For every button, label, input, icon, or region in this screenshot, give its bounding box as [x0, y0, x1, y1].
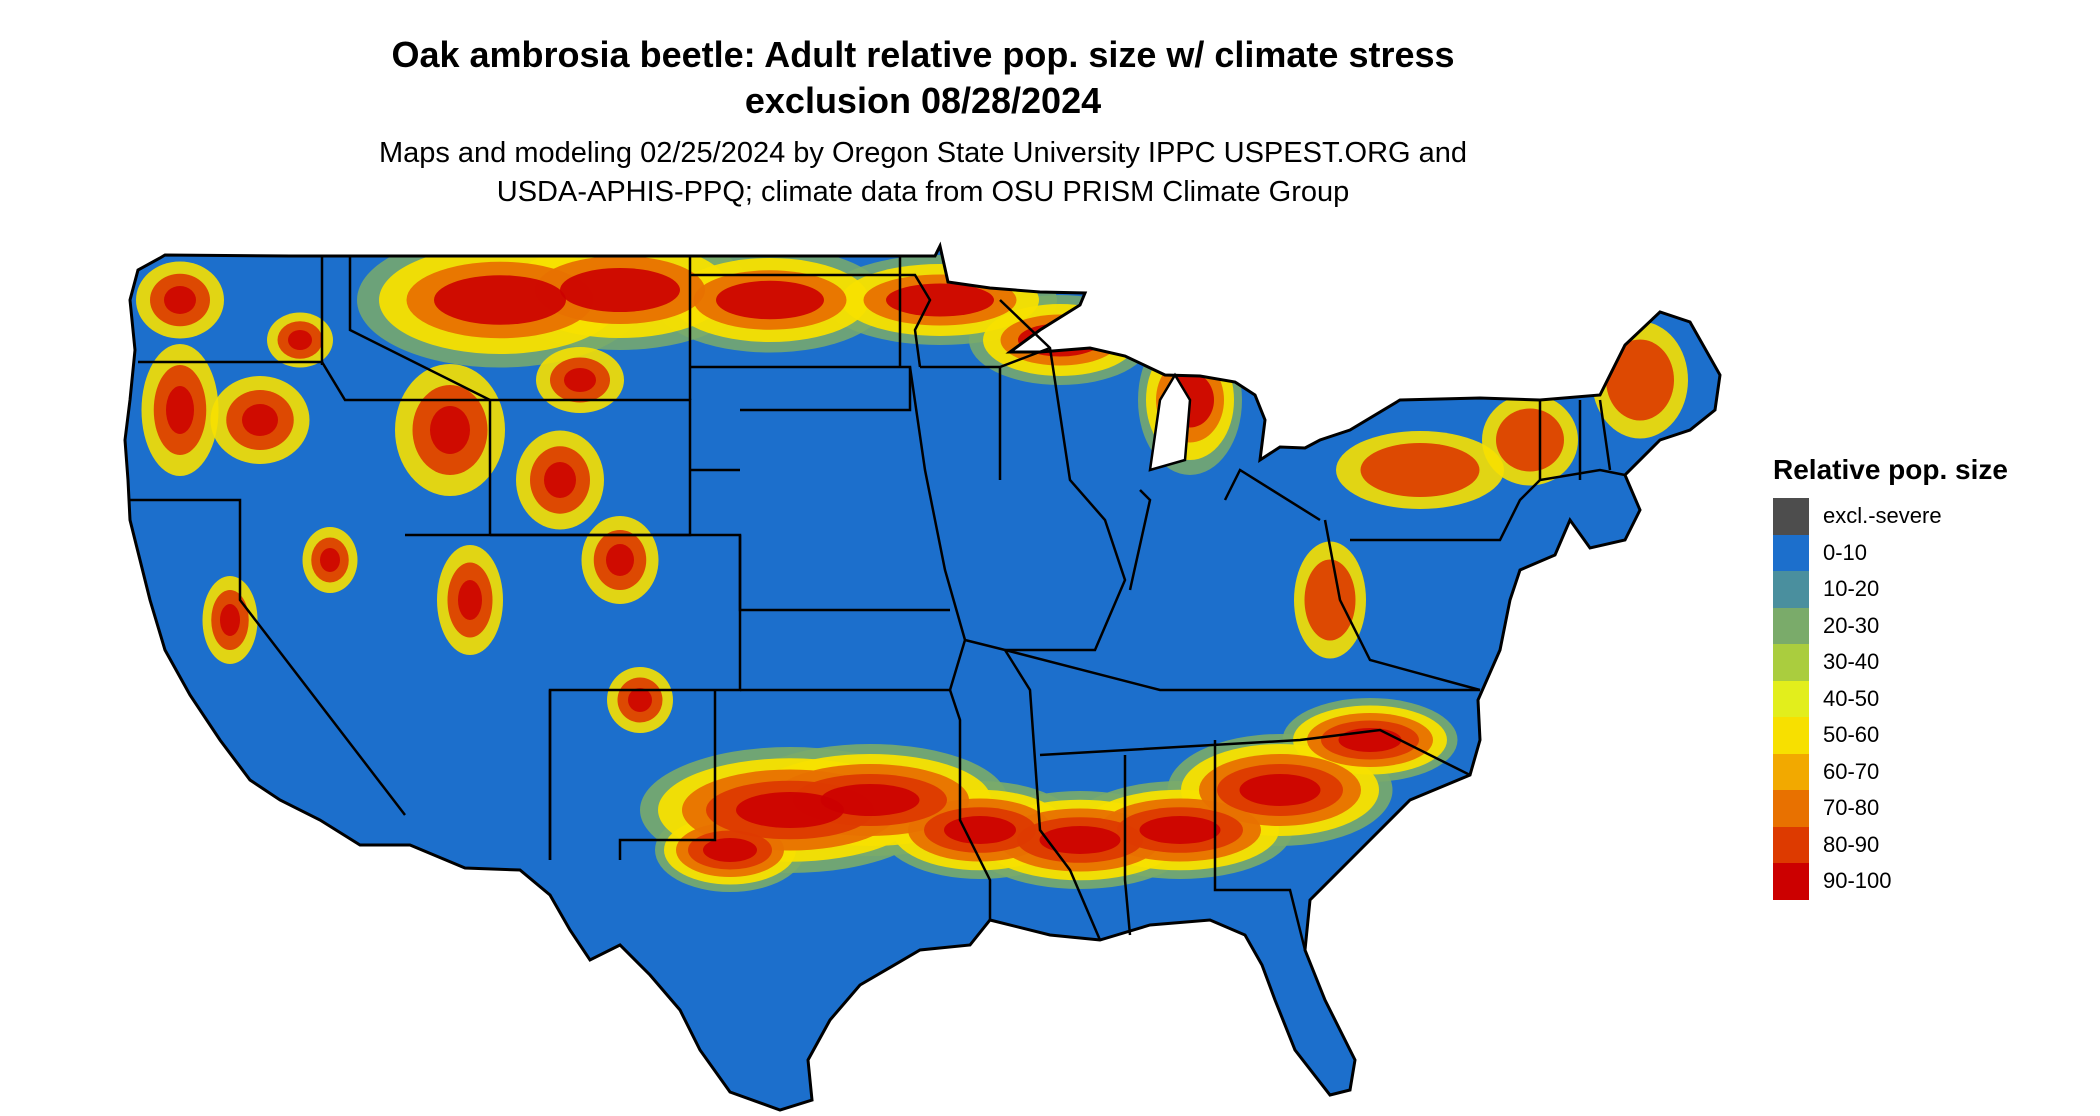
legend-swatch — [1773, 680, 1809, 717]
legend-label: 10-20 — [1823, 576, 1880, 602]
heat-patch — [242, 404, 278, 436]
legend-label: 90-100 — [1823, 868, 1892, 894]
legend-item: 90-100 — [1773, 863, 2008, 900]
legend-item: 40-50 — [1773, 680, 2008, 717]
heat-patch — [458, 580, 482, 620]
heat-patch — [164, 286, 196, 314]
heat-patch — [220, 604, 240, 636]
us-outline — [123, 241, 1722, 1112]
legend-swatch — [1773, 790, 1809, 827]
heat-patch — [703, 838, 757, 862]
legend-label: 20-30 — [1823, 612, 1880, 638]
legend-item: 70-80 — [1773, 790, 2008, 827]
legend-items: excl.-severe 0-10 10-20 20-30 30-40 40-50 50-6… — [1773, 498, 2008, 900]
heat-patch — [434, 275, 566, 325]
legend-item: 80-90 — [1773, 826, 2008, 863]
legend-label: 50-60 — [1823, 722, 1880, 748]
title-line-2: exclusion 08/28/2024 — [744, 80, 1102, 121]
heat-patch — [320, 548, 340, 572]
legend-item: 20-30 — [1773, 607, 2008, 644]
legend-label: 70-80 — [1823, 795, 1880, 821]
legend-item: 50-60 — [1773, 717, 2008, 754]
heat-patch — [1304, 559, 1356, 641]
map-title: Oak ambrosia beetle: Adult relative pop.… — [0, 32, 1846, 124]
population-intensity-layer — [136, 246, 1688, 892]
legend-item: 60-70 — [1773, 753, 2008, 790]
heat-patch — [544, 462, 576, 498]
legend-swatch — [1773, 863, 1809, 900]
legend-label: excl.-severe — [1823, 503, 1942, 529]
map-subtitle: Maps and modeling 02/25/2024 by Oregon S… — [0, 134, 1846, 212]
heat-patch — [820, 784, 920, 816]
legend-swatch — [1773, 534, 1809, 571]
legend-item: 0-10 — [1773, 534, 2008, 571]
legend-label: 60-70 — [1823, 758, 1880, 784]
legend: Relative pop. size excl.-severe 0-10 10-20… — [1773, 452, 2008, 900]
us-heat-map — [123, 241, 1722, 1112]
lake-michigan — [1148, 372, 1192, 472]
heat-patch — [886, 283, 994, 317]
legend-item: 10-20 — [1773, 571, 2008, 608]
legend-swatch — [1773, 607, 1809, 644]
heat-patch — [1496, 408, 1564, 472]
legend-item: 30-40 — [1773, 644, 2008, 681]
heat-patch — [1039, 826, 1121, 854]
legend-swatch — [1773, 717, 1809, 754]
legend-label: 0-10 — [1823, 539, 1868, 565]
heat-patch — [736, 792, 844, 828]
heat-patch — [1606, 339, 1674, 421]
heat-patch — [560, 268, 680, 312]
legend-label: 80-90 — [1823, 831, 1880, 857]
legend-swatch — [1773, 826, 1809, 863]
subtitle-line-1: Maps and modeling 02/25/2024 by Oregon S… — [378, 137, 1468, 169]
state-borders — [130, 254, 1626, 951]
heat-patch — [564, 368, 596, 392]
subtitle-line-2: USDA-APHIS-PPQ; climate data from OSU PR… — [496, 176, 1350, 208]
heat-patch — [1239, 774, 1321, 806]
legend-label: 40-50 — [1823, 685, 1880, 711]
legend-swatch — [1773, 498, 1809, 535]
heat-patch — [166, 386, 194, 434]
legend-swatch — [1773, 571, 1809, 608]
legend-swatch — [1773, 753, 1809, 790]
legend-label: 30-40 — [1823, 649, 1880, 675]
heat-patch — [288, 330, 312, 350]
heat-patch — [628, 688, 652, 712]
legend-item: excl.-severe — [1773, 498, 2008, 535]
heat-patch — [716, 280, 824, 320]
heat-patch — [1139, 816, 1221, 844]
heat-patch — [606, 544, 634, 576]
legend-swatch — [1773, 644, 1809, 681]
legend-title: Relative pop. size — [1773, 454, 2008, 485]
title-line-1: Oak ambrosia beetle: Adult relative pop.… — [391, 34, 1455, 75]
heat-patch — [430, 406, 470, 454]
heat-patch — [1360, 443, 1480, 497]
heat-patch — [944, 816, 1016, 844]
